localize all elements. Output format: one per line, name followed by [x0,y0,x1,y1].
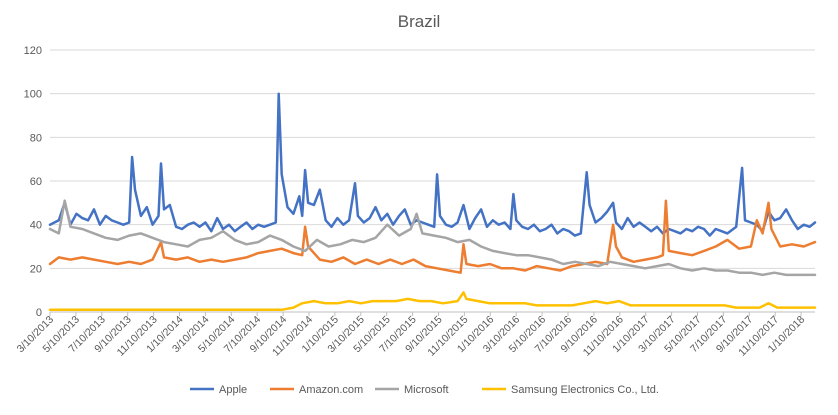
y-axis-ticks: 0 20 40 60 80 100 120 [24,45,42,319]
legend-label: Samsung Electronics Co., Ltd. [511,384,659,396]
y-tick-label: 80 [30,132,42,144]
y-tick-label: 20 [30,263,42,275]
y-tick-label: 0 [36,307,42,319]
series-line-amazon-com [48,199,817,274]
series-line-apple [48,92,817,237]
series-line-microsoft [48,199,817,277]
legend-label: Amazon.com [299,384,363,396]
series-group [48,92,817,312]
y-tick-label: 100 [24,89,42,101]
legend-label: Apple [219,384,247,396]
y-tick-label: 60 [30,176,42,188]
series-line-samsung-electronics-co-ltd [48,291,817,312]
legend-label: Microsoft [404,384,449,396]
y-tick-label: 40 [30,220,42,232]
legend: Apple Amazon.com Microsoft Samsung Electron… [190,384,659,396]
chart-title: Brazil [398,12,441,31]
y-tick-label: 120 [24,45,42,57]
